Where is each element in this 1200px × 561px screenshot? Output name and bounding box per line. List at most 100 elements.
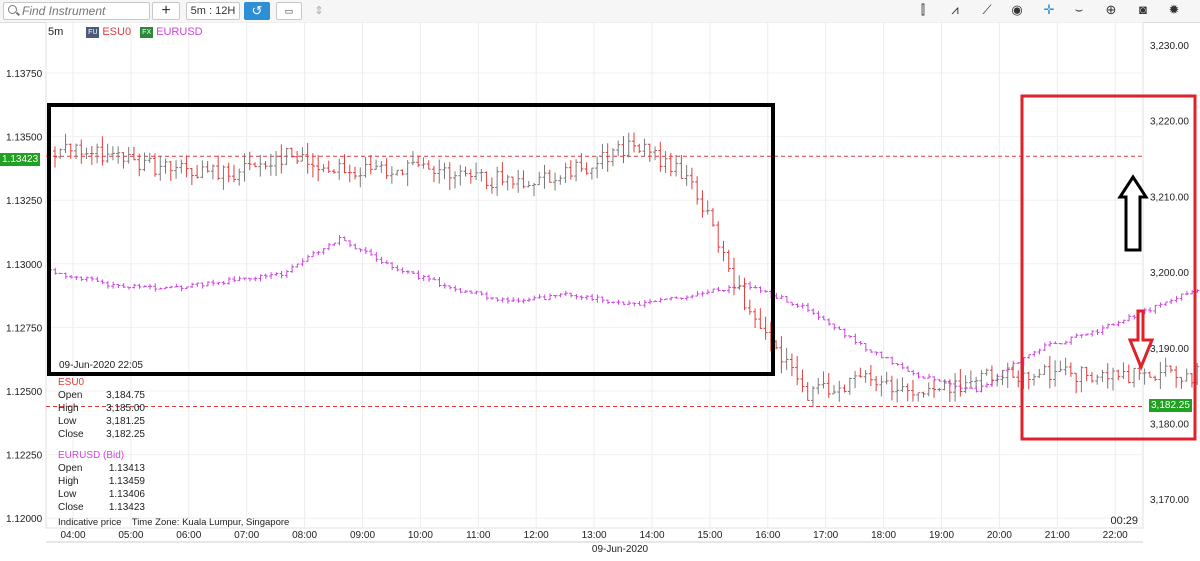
esu0-bar-bar xyxy=(447,162,452,190)
x-tick-label: 08:00 xyxy=(292,530,317,541)
esu0-bar-bar xyxy=(732,257,737,296)
eurusd-bar-bar xyxy=(58,272,63,274)
esu0-bar-bar xyxy=(63,133,68,154)
esu0-bar-bar xyxy=(474,162,479,180)
esu0-bar-bar xyxy=(1079,366,1084,393)
eurusd-bar-bar xyxy=(874,351,879,356)
esu0-bar-bar xyxy=(895,378,900,403)
right-axis-tick: 3,210.00 xyxy=(1150,192,1189,203)
ohlc-panel-esu0: ESU0 Open 3,184.75 High 3,185.00 Low 3,181.… xyxy=(58,376,145,441)
esu0-bar-bar xyxy=(1084,366,1089,382)
reset-icon[interactable]: ↺ xyxy=(244,2,270,20)
crosshair-icon[interactable]: ✛ xyxy=(1043,2,1055,17)
eurusd-bar-bar xyxy=(937,379,942,382)
eurusd-bar-bar xyxy=(758,286,763,294)
x-tick-label: 16:00 xyxy=(755,530,780,541)
eurusd-bar-bar xyxy=(326,242,331,251)
esu0-bar-bar xyxy=(742,277,747,311)
eurusd-bar-bar xyxy=(526,297,531,302)
add-instrument-button[interactable]: + xyxy=(152,2,180,20)
eurusd-bar-bar xyxy=(890,356,895,365)
eurusd-bar-bar xyxy=(548,293,553,301)
esu0-bar-bar xyxy=(626,132,631,158)
esu0-bar-bar xyxy=(495,166,500,196)
esu0-bar-bar xyxy=(1147,371,1152,378)
left-axis-tick: 1.12750 xyxy=(6,323,43,334)
esu0-bar-bar xyxy=(279,144,284,174)
eurusd-bar-bar xyxy=(195,282,200,287)
eurusd-bar-bar xyxy=(690,294,695,299)
legend-item-eurusd[interactable]: FX EURUSD xyxy=(140,26,203,38)
ohlc-value: 3,185.00 xyxy=(106,403,145,414)
esu0-bar-bar xyxy=(284,147,289,165)
esu0-bar-bar xyxy=(579,153,584,172)
esu0-bar-bar xyxy=(632,132,636,153)
esu0-bar-bar xyxy=(1116,369,1121,381)
curve-icon[interactable]: ⌣ xyxy=(1074,2,1084,17)
x-tick-label: 18:00 xyxy=(871,530,896,541)
price-chart[interactable]: 04:00 05:00 06:00 07:00 08:00 09:00 10:00 11:00… xyxy=(0,21,1200,556)
esu0-bar-bar xyxy=(305,142,310,174)
esu0-bar-bar xyxy=(574,159,579,182)
ohlc-value: 3,182.25 xyxy=(106,429,145,440)
settings-icon[interactable]: ✹ xyxy=(1168,2,1180,17)
draw-line-icon[interactable]: ⟋ xyxy=(982,2,992,17)
eurusd-bar-bar xyxy=(679,297,684,300)
visibility-icon[interactable]: ◉ xyxy=(1011,2,1023,17)
expand-vertical-icon[interactable]: ⇕ xyxy=(314,5,324,17)
indicators-icon[interactable]: ⫿ xyxy=(920,2,926,17)
esu0-bar-bar xyxy=(974,376,979,388)
esu0-bar-bar xyxy=(110,146,115,161)
eurusd-bar-bar xyxy=(1116,320,1121,327)
esu0-bar-bar xyxy=(1179,376,1184,389)
esu0-bar-bar xyxy=(200,160,205,179)
eurusd-bar-bar xyxy=(495,297,500,302)
eurusd-bar-bar xyxy=(984,382,989,388)
esu0-bar-bar xyxy=(689,167,694,190)
esu0-bar-bar xyxy=(1010,364,1015,378)
interval-button[interactable]: 5m : 12H xyxy=(186,2,240,20)
search-input[interactable] xyxy=(22,3,142,19)
eurusd-bar-bar xyxy=(1058,343,1063,345)
legend-item-esu0[interactable]: FU ESU0 xyxy=(86,26,131,38)
eurusd-bar-bar xyxy=(53,267,58,275)
esu0-bar-bar xyxy=(116,146,121,164)
chart-area[interactable]: 04:00 05:00 06:00 07:00 08:00 09:00 10:00 11:00… xyxy=(0,21,1200,556)
eurusd-bar-bar xyxy=(816,311,821,320)
esu0-bar-bar xyxy=(710,207,715,227)
x-tick-label: 07:00 xyxy=(234,530,259,541)
eurusd-bar-bar xyxy=(790,301,795,306)
ohlc-value: 1.13413 xyxy=(108,463,145,474)
layout-icon[interactable]: ▭ xyxy=(276,2,302,20)
esu0-bar-bar xyxy=(621,136,626,164)
eurusd-bar-bar xyxy=(569,292,574,298)
esu0-bar-bar xyxy=(74,143,79,160)
chart-type-icon[interactable]: ⩘ xyxy=(951,2,959,17)
timezone-note: Indicative price Time Zone: Kuala Lumpur… xyxy=(58,517,290,528)
eurusd-bar-bar xyxy=(384,260,389,265)
eurusd-bar-bar xyxy=(442,282,447,289)
esu0-bar-bar xyxy=(958,368,963,397)
eurusd-bar-bar xyxy=(558,293,563,298)
esu0-bar-bar xyxy=(726,249,731,273)
esu0-bar-bar xyxy=(531,182,536,197)
eurusd-bar-bar xyxy=(1169,298,1174,305)
esu0-bar-bar xyxy=(589,167,594,180)
eurusd-bar-bar xyxy=(300,258,305,267)
esu0-bar-bar xyxy=(242,153,247,182)
zoom-icon[interactable]: ⊕ xyxy=(1105,2,1117,17)
ohlc-value: 1.13406 xyxy=(108,489,145,500)
esu0-bar-bar xyxy=(342,154,347,174)
esu0-bar-bar xyxy=(221,165,226,190)
esu0-bar-bar xyxy=(58,148,63,159)
esu0-bar-bar xyxy=(247,151,252,171)
search-box[interactable] xyxy=(3,2,150,20)
esu0-bar-bar xyxy=(1068,362,1073,377)
eurusd-bar-bar xyxy=(916,371,921,379)
ohlc-label: High xyxy=(58,403,79,414)
esu0-bar-bar xyxy=(263,161,268,170)
esu0-bar-bar xyxy=(1126,364,1131,384)
esu0-bar-bar xyxy=(779,336,784,374)
camera-icon[interactable]: ◙ xyxy=(1139,2,1147,17)
eurusd-bar-bar xyxy=(321,247,326,255)
